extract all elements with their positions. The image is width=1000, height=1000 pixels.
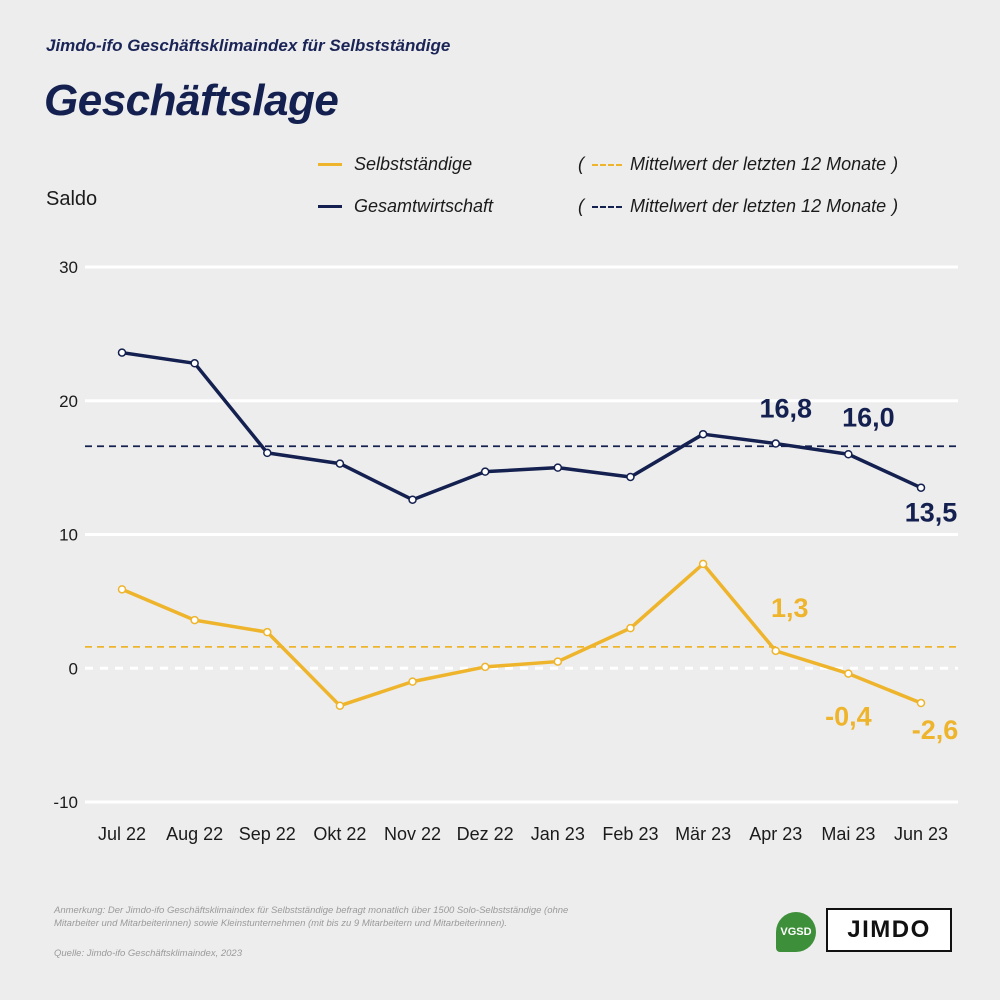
data-label: -0,4	[825, 702, 872, 732]
y-tick-label: 0	[69, 659, 78, 678]
legend-swatch-total	[318, 205, 342, 208]
data-point	[263, 627, 272, 637]
legend-open-paren: (	[578, 196, 584, 216]
data-label: 16,0	[842, 402, 895, 432]
data-label: 16,8	[759, 394, 812, 424]
x-tick-label: Jun 23	[894, 824, 948, 844]
legend-close-paren: )	[892, 196, 899, 216]
data-point	[335, 701, 345, 710]
data-point	[626, 472, 635, 482]
legend-label-self: Selbstständige	[354, 154, 473, 174]
jimdo-logo: JIMDO	[826, 908, 952, 952]
x-tick-label: Mär 23	[675, 824, 731, 844]
legend-close-paren: )	[892, 154, 899, 174]
data-point	[916, 483, 926, 492]
chart-title: Geschäftslage	[44, 76, 339, 125]
data-point	[698, 429, 708, 439]
y-tick-label: 30	[59, 258, 78, 277]
data-point	[771, 646, 780, 656]
legend-item-total-average: ( Mittelwert der letzten 12 Monate )	[578, 196, 898, 217]
x-tick-label: Sep 22	[239, 824, 296, 844]
x-tick-label: Aug 22	[166, 824, 223, 844]
x-tick-label: Okt 22	[313, 824, 366, 844]
y-tick-label: 20	[59, 392, 78, 411]
legend-item-self-average: ( Mittelwert der letzten 12 Monate )	[578, 154, 898, 175]
data-point	[553, 657, 563, 666]
data-label: -2,6	[912, 715, 959, 745]
data-point	[553, 463, 563, 472]
legend-item-self: Selbstständige	[318, 154, 472, 175]
data-point	[263, 448, 272, 458]
data-point	[844, 450, 853, 459]
data-point	[117, 585, 127, 594]
y-tick-label: -10	[53, 793, 78, 812]
y-tick-label: 10	[59, 526, 78, 545]
legend-dash-total	[592, 205, 622, 208]
data-point	[190, 615, 199, 625]
series-line	[120, 350, 923, 502]
source-note: Quelle: Jimdo-ifo Geschäftsklimaindex, 2…	[54, 948, 242, 959]
legend-label-total: Gesamtwirtschaft	[354, 196, 494, 216]
data-point	[698, 559, 708, 569]
data-label: 13,5	[905, 498, 958, 528]
data-point	[480, 662, 490, 672]
data-point	[335, 459, 345, 468]
x-tick-label: Nov 22	[384, 824, 441, 844]
legend-swatch-self	[318, 163, 342, 166]
series-line	[120, 562, 923, 708]
footnote: Anmerkung: Der Jimdo-ifo Geschäftsklimai…	[54, 905, 569, 929]
legend-item-total: Gesamtwirtschaft	[318, 196, 493, 217]
legend-dash-self	[592, 163, 622, 166]
data-point	[117, 348, 127, 357]
data-point	[190, 359, 199, 368]
y-axis-label: Saldo	[46, 188, 98, 210]
legend-label-total-average: Mittelwert der letzten 12 Monate	[630, 196, 887, 216]
legend-open-paren: (	[578, 154, 584, 174]
data-label: 1,3	[771, 593, 809, 623]
legend-label-self-average: Mittelwert der letzten 12 Monate	[630, 154, 887, 174]
chart-subtitle: Jimdo-ifo Geschäftsklimaindex für Selbst…	[46, 36, 451, 55]
data-point	[408, 677, 417, 686]
x-tick-label: Dez 22	[457, 824, 514, 844]
data-point	[771, 439, 780, 448]
data-point	[480, 467, 490, 476]
x-tick-label: Apr 23	[749, 824, 802, 844]
data-point	[844, 669, 853, 678]
x-tick-label: Jan 23	[531, 824, 585, 844]
x-tick-label: Jul 22	[98, 824, 146, 844]
vgsd-logo: VGSD	[776, 912, 816, 952]
x-tick-label: Feb 23	[602, 824, 658, 844]
data-point	[916, 698, 926, 708]
data-point	[626, 623, 635, 633]
x-tick-label: Mai 23	[821, 824, 875, 844]
data-point	[408, 495, 417, 504]
